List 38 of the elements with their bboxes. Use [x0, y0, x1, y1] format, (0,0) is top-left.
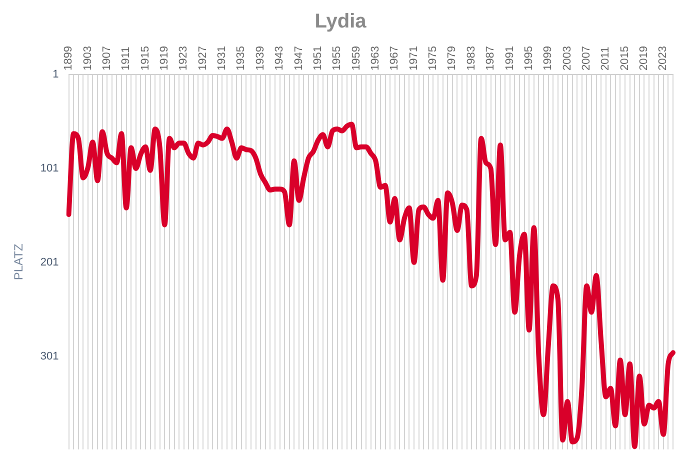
y-tick-label: 301	[40, 350, 59, 362]
x-tick-label: 1995	[522, 46, 535, 70]
x-tick-label: 1987	[484, 46, 497, 70]
x-tick-label: 1979	[446, 46, 458, 70]
x-tick-label: 2019	[638, 46, 650, 70]
x-tick-label: 1971	[408, 46, 420, 70]
x-tick-label: 1927	[196, 46, 209, 70]
x-tick-label: 1931	[216, 46, 228, 70]
x-tick-label: 1975	[427, 46, 440, 70]
x-tick-label: 1899	[62, 46, 75, 70]
x-tick-label: 1915	[139, 46, 152, 70]
x-tick-label: 2023	[657, 46, 670, 70]
x-tick-label: 2011	[600, 46, 612, 70]
x-tick-label: 1939	[254, 46, 266, 70]
x-tick-label: 2015	[618, 46, 631, 70]
y-axis-title: PLATZ	[12, 244, 26, 280]
x-tick-label: 1967	[388, 46, 401, 70]
x-tick-label: 2007	[580, 46, 593, 70]
x-tick-label: 1955	[331, 46, 344, 70]
x-tick-label: 1947	[292, 46, 305, 70]
x-tick-label: 1983	[465, 46, 478, 70]
x-tick-label: 1919	[158, 46, 170, 70]
y-tick-label: 101	[40, 162, 59, 174]
x-tick-label: 1911	[120, 46, 132, 70]
y-tick-label: 1	[52, 68, 59, 80]
x-tick-label: 1907	[100, 46, 113, 70]
x-tick-label: 1903	[82, 46, 94, 70]
x-tick-label: 1959	[350, 46, 362, 70]
chart-title: Lydia	[314, 10, 368, 33]
y-tick-label: 201	[40, 256, 59, 268]
x-tick-label: 2003	[561, 46, 574, 70]
x-tick-label: 1923	[178, 46, 190, 70]
x-tick-label: 1935	[235, 46, 248, 70]
x-tick-label: 1999	[542, 46, 554, 70]
x-tick-label: 1951	[312, 46, 324, 70]
x-tick-label: 1943	[274, 46, 286, 70]
x-tick-label: 1991	[504, 46, 516, 70]
x-tick-label: 1963	[370, 46, 382, 70]
